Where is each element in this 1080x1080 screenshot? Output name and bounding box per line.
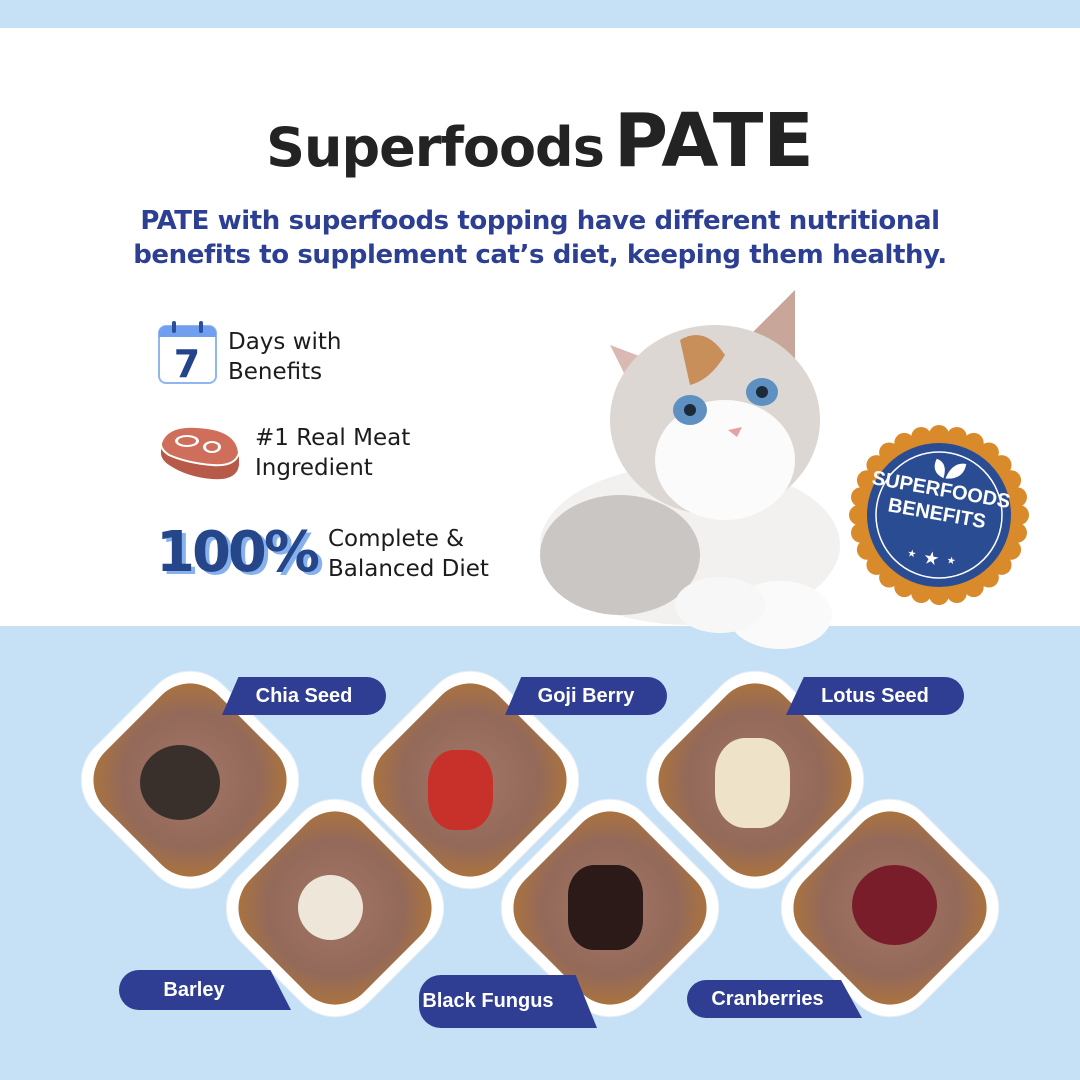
feature-text: Complete & bbox=[328, 526, 465, 552]
label-black-fungus: Black Fungus bbox=[419, 975, 597, 1028]
title-pate: PATE bbox=[613, 98, 814, 184]
subtitle: PATE with superfoods topping have differ… bbox=[0, 204, 1080, 272]
feature-complete-diet: Complete & Balanced Diet bbox=[328, 524, 489, 584]
feature-text: Benefits bbox=[228, 359, 323, 385]
svg-text:7: 7 bbox=[174, 342, 200, 386]
cranberries-topping bbox=[852, 865, 937, 945]
superfoods-benefits-badge: ★ ★ ★ bbox=[849, 425, 1029, 605]
page-title: Superfoods PATE bbox=[0, 98, 1080, 184]
label-goji-berry: Goji Berry bbox=[505, 677, 667, 715]
percent-100-graphic: 100% bbox=[156, 520, 320, 585]
svg-text:★: ★ bbox=[922, 547, 942, 570]
feature-real-meat: #1 Real Meat Ingredient bbox=[255, 423, 410, 483]
feature-text: Days with bbox=[228, 329, 342, 355]
subtitle-line-1: PATE with superfoods topping have differ… bbox=[140, 206, 940, 236]
cat-image bbox=[540, 290, 840, 649]
subtitle-line-2: benefits to supplement cat’s diet, keepi… bbox=[133, 240, 947, 270]
steak-icon bbox=[159, 425, 241, 480]
feature-text: Balanced Diet bbox=[328, 556, 489, 582]
label-chia-seed: Chia Seed bbox=[222, 677, 386, 715]
stars-icon: ★ ★ ★ bbox=[906, 547, 957, 570]
feature-text: Ingredient bbox=[255, 455, 373, 481]
feature-days-with-benefits: Days with Benefits bbox=[228, 327, 342, 387]
goji-berry-topping bbox=[428, 750, 493, 830]
label-lotus-seed: Lotus Seed bbox=[786, 677, 964, 715]
top-band bbox=[0, 0, 1080, 28]
svg-text:★: ★ bbox=[946, 555, 957, 567]
barley-topping bbox=[298, 875, 363, 940]
chia-seed-topping bbox=[140, 745, 220, 820]
title-superfoods: Superfoods bbox=[266, 116, 605, 179]
black-fungus-topping bbox=[568, 865, 643, 950]
svg-text:★: ★ bbox=[906, 548, 917, 560]
feature-text: #1 Real Meat bbox=[255, 425, 411, 451]
label-cranberries: Cranberries bbox=[687, 980, 862, 1018]
label-barley: Barley bbox=[119, 970, 291, 1010]
lotus-seed-topping bbox=[715, 738, 790, 828]
calendar-icon: 7 bbox=[158, 321, 217, 386]
leaf-icon bbox=[934, 458, 967, 479]
